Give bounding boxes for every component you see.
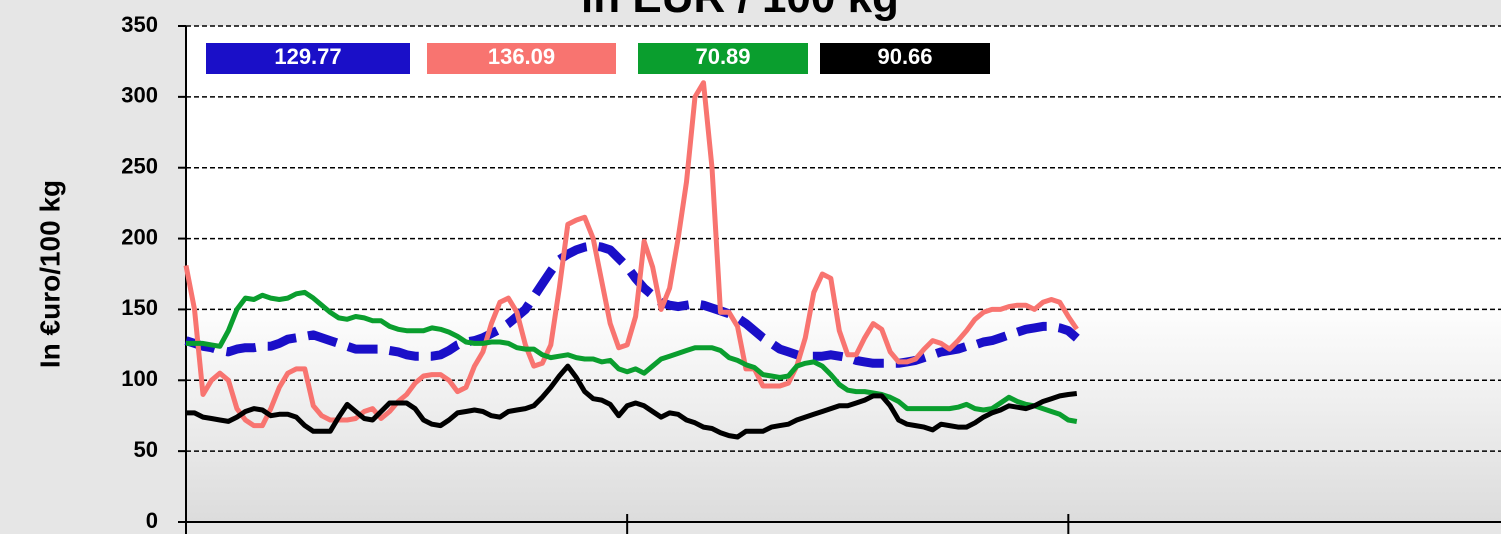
- plot-area: [186, 26, 1501, 522]
- series-line: [184, 241, 1080, 368]
- series-line: [186, 289, 1078, 424]
- y-axis-label: In €uro/100 kg: [34, 180, 65, 368]
- series-line: [186, 363, 1078, 440]
- y-tick-label: 50: [134, 437, 158, 462]
- legend-value: 136.09: [488, 44, 555, 69]
- legend-value: 129.77: [274, 44, 341, 69]
- y-tick-label: 250: [121, 154, 158, 179]
- y-tick-label: 0: [146, 508, 158, 533]
- legend-box: [820, 43, 990, 74]
- y-tick-label: 100: [121, 366, 158, 391]
- y-tick-label: 300: [121, 83, 158, 108]
- legend-box: [206, 43, 410, 74]
- legend-value: 90.66: [877, 44, 932, 69]
- chart-title: in EUR / 100 kg: [581, 0, 899, 22]
- y-tick-label: 200: [121, 224, 158, 249]
- legend-box: [638, 43, 808, 74]
- y-tick-label: 350: [121, 12, 158, 37]
- y-tick-label: 150: [121, 295, 158, 320]
- legend-value: 70.89: [695, 44, 750, 69]
- legend-box: [427, 43, 616, 74]
